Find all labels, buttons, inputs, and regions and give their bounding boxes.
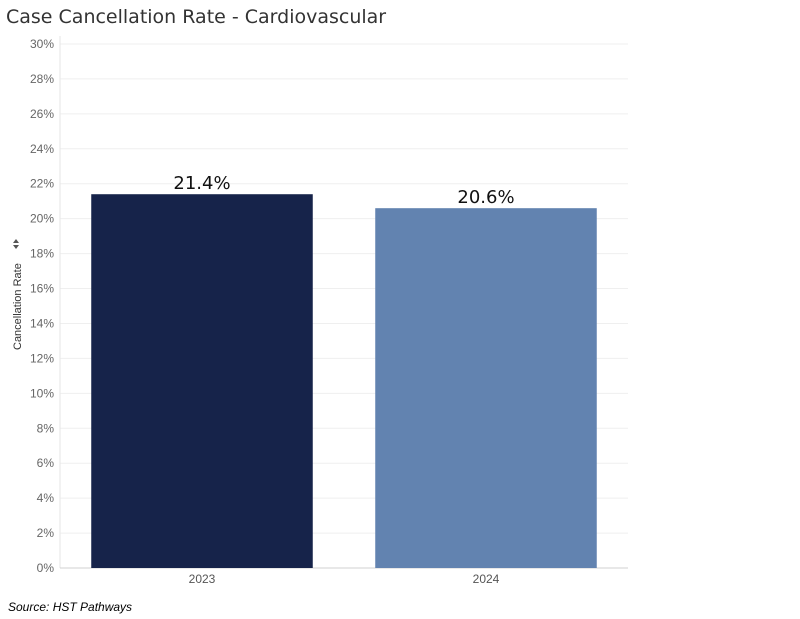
y-tick-label: 30% [30,37,54,51]
data-label: 21.4% [173,173,230,194]
bar [91,194,313,569]
y-tick-label: 4% [37,491,55,505]
data-label: 20.6% [457,187,514,208]
sort-icon[interactable] [13,239,19,249]
y-tick-label: 6% [37,456,55,470]
x-tick-label: 2024 [473,572,500,586]
y-tick-label: 20% [30,212,54,226]
data-labels: 21.4% 20.6% [173,173,514,208]
y-tick-label: 2% [37,526,55,540]
y-tick-label: 24% [30,142,54,156]
y-tick-label: 12% [30,351,54,365]
x-axis-ticks: 2023 2024 [189,572,500,586]
y-tick-label: 8% [37,421,55,435]
y-tick-label: 28% [30,72,54,86]
y-tick-label: 14% [30,316,54,330]
y-axis-ticks: 0% 2% 4% 6% 8% 10% 12% 14% 16% 18% 20% 22% 24% 26% 28%… [30,37,54,575]
y-tick-label: 10% [30,386,54,400]
bars [91,194,597,569]
y-tick-label: 26% [30,107,54,121]
source-note: Source: HST Pathways [8,600,133,614]
x-tick-label: 2023 [189,572,216,586]
bar [375,208,597,569]
y-tick-label: 16% [30,282,54,296]
y-tick-label: 0% [37,561,55,575]
y-axis-title: Cancellation Rate [12,263,24,350]
y-tick-label: 22% [30,177,54,191]
y-tick-label: 18% [30,247,54,261]
chart-title: Case Cancellation Rate - Cardiovascular [6,6,387,28]
